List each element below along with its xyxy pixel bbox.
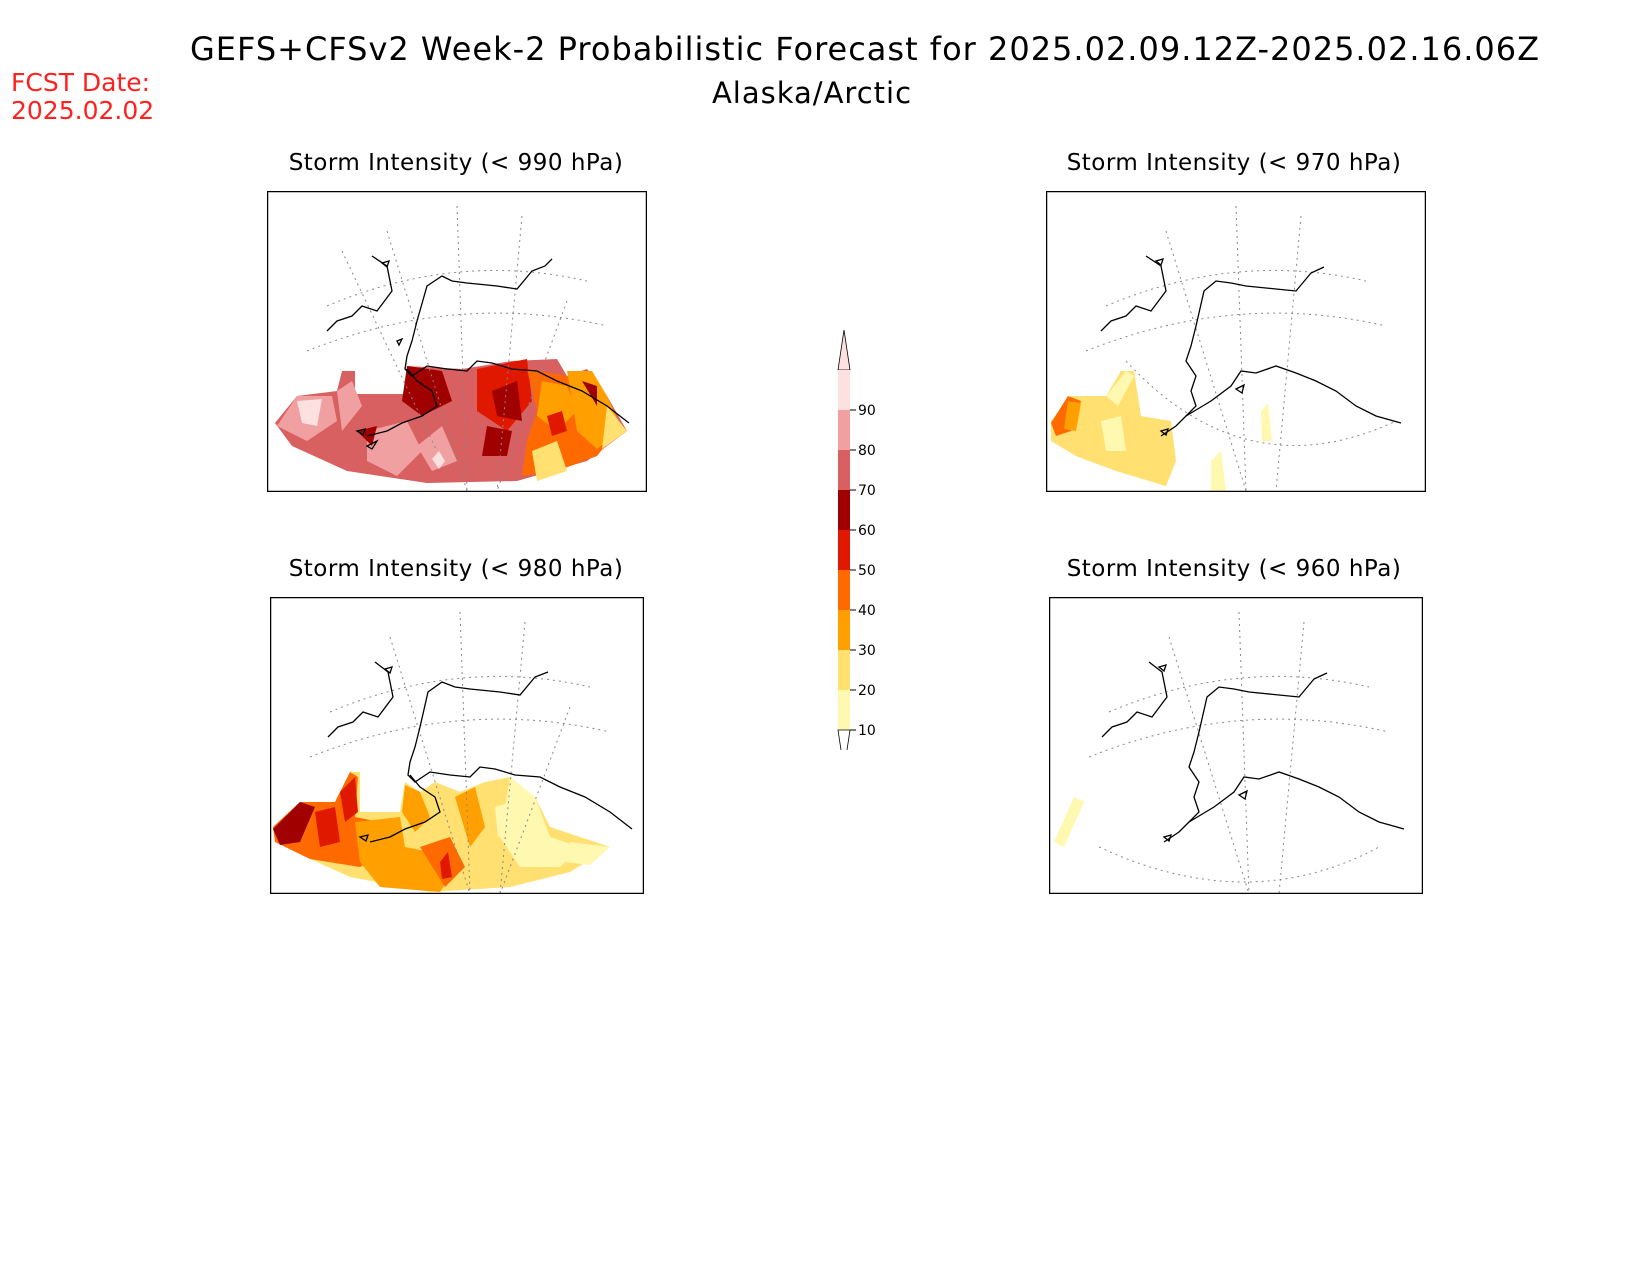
- probability-shading-980: [273, 772, 610, 892]
- panel-title-960: Storm Intensity (< 960 hPa): [1066, 556, 1402, 582]
- legend-swatch: [838, 450, 850, 490]
- graticule-960: [1088, 611, 1390, 894]
- legend-tick-label: 20: [858, 683, 876, 699]
- panel-title-990: Storm Intensity (< 990 hPa): [288, 150, 624, 176]
- map-panel-990: [267, 191, 647, 492]
- map-panel-970: [1046, 191, 1426, 492]
- region-subtitle: Alaska/Arctic: [711, 76, 913, 110]
- map-panel-960: [1049, 597, 1423, 894]
- legend-tick-label: 10: [858, 723, 876, 739]
- map-panel-980: [270, 597, 644, 894]
- coastline-990: [326, 255, 630, 450]
- map-970-svg: [1046, 191, 1426, 492]
- map-980-svg: [270, 597, 644, 894]
- legend-swatch: [838, 570, 850, 610]
- legend-overflow-high: [837, 329, 851, 371]
- probability-shading-990: [275, 359, 627, 483]
- page-title: GEFS+CFSv2 Week-2 Probabilistic Forecast…: [189, 30, 1541, 68]
- legend-swatch: [838, 610, 850, 650]
- legend-overflow-low: [837, 729, 851, 771]
- legend-swatch: [838, 650, 850, 690]
- coastline-980: [327, 661, 633, 843]
- graticule-970: [1085, 205, 1397, 492]
- legend-tick-label: 70: [858, 483, 876, 499]
- legend-tick-label: 50: [858, 563, 876, 579]
- graticule-990: [306, 205, 608, 492]
- coastline-970: [1100, 255, 1402, 437]
- probability-shading-970: [1051, 371, 1272, 491]
- frame-980: [270, 597, 644, 894]
- legend-swatch: [838, 530, 850, 570]
- forecast-date-label: FCST Date:: [11, 68, 151, 97]
- legend-svg: 90 80 70 60 50 40 30 20 10: [837, 329, 876, 771]
- legend-tick-label: 60: [858, 523, 876, 539]
- graticule-980: [309, 611, 611, 894]
- legend-swatch: [838, 370, 850, 410]
- map-990-svg: [267, 191, 647, 492]
- frame-970: [1046, 191, 1426, 492]
- legend-tick-label: 80: [858, 443, 876, 459]
- color-legend: 90 80 70 60 50 40 30 20 10: [810, 329, 890, 771]
- coastline-960: [1101, 661, 1405, 843]
- frame-990: [267, 191, 647, 492]
- legend-tick-label: 40: [858, 603, 876, 619]
- probability-shading-960: [1054, 797, 1084, 847]
- legend-tick-label: 30: [858, 643, 876, 659]
- forecast-date-value: 2025.02.02: [11, 96, 155, 125]
- panel-title-980: Storm Intensity (< 980 hPa): [288, 556, 624, 582]
- legend-swatch: [838, 490, 850, 530]
- map-960-svg: [1049, 597, 1423, 894]
- frame-960: [1049, 597, 1423, 894]
- panel-title-970: Storm Intensity (< 970 hPa): [1066, 150, 1402, 176]
- legend-tick-label: 90: [858, 403, 876, 419]
- legend-swatch: [838, 410, 850, 450]
- legend-swatch: [838, 690, 850, 730]
